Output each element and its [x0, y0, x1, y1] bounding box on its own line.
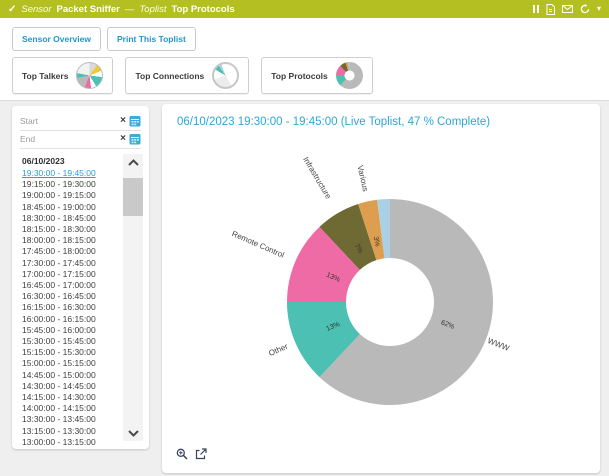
time-range-item[interactable]: 17:30:00 - 17:45:00 — [22, 258, 121, 269]
end-date-row: × — [20, 131, 141, 149]
content-area: × × 06/10/2023 19:30:00 - 19:45:0019:15:… — [0, 100, 609, 476]
scrollbar — [123, 154, 143, 441]
start-date-row: × — [20, 113, 141, 131]
toplist-tabs: Top Talkers Top Connections Top Protocol… — [12, 57, 373, 94]
slice-label: Various — [356, 165, 371, 193]
print-toplist-button[interactable]: Print This Toplist — [107, 27, 196, 51]
time-range-item[interactable]: 16:15:00 - 16:30:00 — [22, 302, 121, 313]
clear-start-icon[interactable]: × — [120, 116, 126, 126]
time-range-item[interactable]: 15:45:00 - 16:00:00 — [22, 325, 121, 336]
time-range-item[interactable]: 17:45:00 - 18:00:00 — [22, 246, 121, 257]
refresh-icon[interactable] — [580, 4, 590, 14]
time-range-item[interactable]: 16:30:00 - 16:45:00 — [22, 291, 121, 302]
time-range-item[interactable]: 16:45:00 - 17:00:00 — [22, 280, 121, 291]
time-range-item[interactable]: 17:00:00 - 17:15:00 — [22, 269, 121, 280]
top-protocols-pie-icon — [336, 62, 363, 89]
open-external-icon[interactable] — [195, 448, 207, 460]
toplist-title: 06/10/2023 19:30:00 - 19:45:00 (Live Top… — [162, 104, 600, 128]
protocol-donut-chart: WWW62%Other13%Remote Control13%Infrastru… — [162, 140, 600, 460]
page-header: ✓ Sensor Packet Sniffer — Toplist Top Pr… — [0, 0, 609, 18]
end-date-input[interactable] — [20, 134, 118, 144]
tab-top-talkers[interactable]: Top Talkers — [12, 57, 113, 94]
time-range-item[interactable]: 14:00:00 - 14:15:00 — [22, 403, 121, 414]
time-range-item[interactable]: 19:00:00 - 19:15:00 — [22, 190, 121, 201]
tab-top-connections[interactable]: Top Connections — [125, 57, 249, 94]
time-range-item[interactable]: 13:00:00 - 13:15:00 — [22, 437, 121, 448]
time-range-item[interactable]: 13:15:00 - 13:30:00 — [22, 426, 121, 437]
time-range-panel: × × 06/10/2023 19:30:00 - 19:45:0019:15:… — [12, 106, 149, 449]
tab-label: Top Protocols — [271, 71, 328, 81]
page-title: Top Protocols — [171, 4, 234, 15]
toplist-chart-panel: 06/10/2023 19:30:00 - 19:45:00 (Live Top… — [162, 104, 600, 473]
time-range-item[interactable]: 15:00:00 - 15:15:00 — [22, 358, 121, 369]
time-range-item[interactable]: 18:00:00 - 18:15:00 — [22, 235, 121, 246]
zoom-in-icon[interactable] — [176, 448, 188, 460]
toolbar: Sensor Overview Print This Toplist — [12, 27, 196, 51]
time-range-item[interactable]: 14:45:00 - 15:00:00 — [22, 370, 121, 381]
time-range-item[interactable]: 19:30:00 - 19:45:00 — [22, 168, 121, 179]
top-connections-pie-icon — [212, 62, 239, 89]
time-range-item[interactable]: 14:15:00 - 14:30:00 — [22, 392, 121, 403]
date-header: 06/10/2023 — [22, 155, 121, 167]
status-check-icon: ✓ — [8, 4, 16, 15]
calendar-icon[interactable] — [129, 133, 141, 145]
email-icon[interactable] — [562, 5, 573, 13]
time-range-item[interactable]: 18:45:00 - 19:00:00 — [22, 202, 121, 213]
time-range-item[interactable]: 15:15:00 - 15:30:00 — [22, 347, 121, 358]
slice-label: Other — [267, 342, 289, 358]
report-icon[interactable] — [546, 4, 555, 15]
tab-label: Top Connections — [135, 71, 204, 81]
top-talkers-pie-icon — [76, 62, 103, 89]
scrollbar-thumb[interactable] — [123, 178, 143, 216]
time-range-item[interactable]: 14:30:00 - 14:45:00 — [22, 381, 121, 392]
scroll-down-icon[interactable] — [123, 426, 143, 440]
object-kind-label: Sensor — [21, 4, 51, 15]
time-range-item[interactable]: 15:30:00 - 15:45:00 — [22, 336, 121, 347]
sensor-name: Packet Sniffer — [57, 4, 120, 15]
chevron-down-icon[interactable]: ▾ — [597, 5, 601, 13]
time-range-item[interactable]: 16:00:00 - 16:15:00 — [22, 314, 121, 325]
sensor-overview-button[interactable]: Sensor Overview — [12, 27, 101, 51]
pause-icon[interactable] — [533, 5, 539, 13]
calendar-icon[interactable] — [129, 115, 141, 127]
time-range-item[interactable]: 13:30:00 - 13:45:00 — [22, 414, 121, 425]
tab-label: Top Talkers — [22, 71, 68, 81]
toplist-kind-label: Toplist — [139, 4, 166, 15]
slice-label: Infrastructure — [301, 155, 333, 201]
clear-end-icon[interactable]: × — [120, 134, 126, 144]
slice-label: WWW — [486, 336, 511, 353]
time-range-item[interactable]: 18:15:00 - 18:30:00 — [22, 224, 121, 235]
tab-top-protocols[interactable]: Top Protocols — [261, 57, 373, 94]
slice-label: Remote Control — [230, 229, 285, 260]
time-range-item[interactable]: 19:15:00 - 19:30:00 — [22, 179, 121, 190]
start-date-input[interactable] — [20, 116, 118, 126]
scroll-up-icon[interactable] — [123, 155, 143, 169]
breadcrumb-separator: — — [125, 4, 135, 15]
time-range-item[interactable]: 18:30:00 - 18:45:00 — [22, 213, 121, 224]
